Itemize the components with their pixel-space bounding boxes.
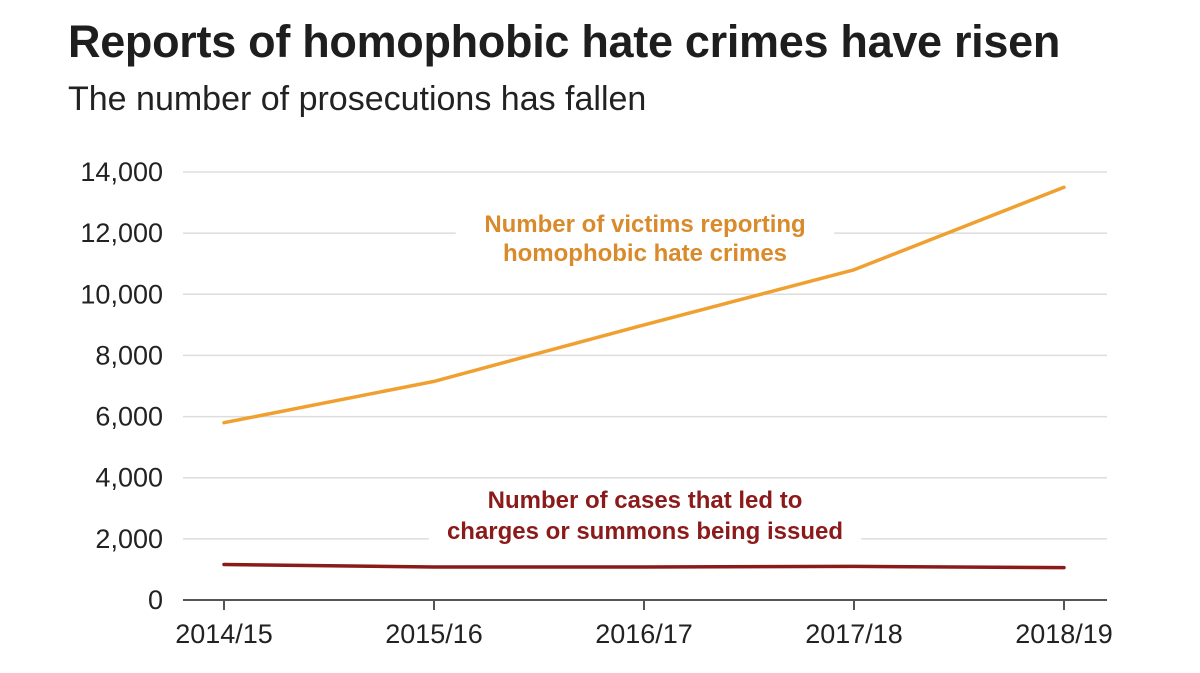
y-tick-label: 10,000: [80, 279, 163, 309]
x-tick-label: 2015/16: [385, 619, 483, 649]
x-tick-label: 2016/17: [595, 619, 693, 649]
x-axis: 2014/15 2015/16 2016/17 2017/18 2018/19: [175, 599, 1113, 649]
chart-subtitle: The number of prosecutions has fallen: [68, 80, 647, 118]
y-tick-label: 2,000: [95, 524, 163, 554]
y-tick-label: 0: [148, 585, 163, 615]
series-label-2: charges or summons being issued: [447, 518, 843, 545]
y-tick-label: 12,000: [80, 218, 163, 248]
y-tick-label: 4,000: [95, 463, 163, 493]
series-label-1: Number of victims reporting: [484, 211, 805, 238]
series-label-2: Number of cases that led to: [488, 487, 803, 514]
chart-title: Reports of homophobic hate crimes have r…: [68, 16, 1061, 67]
series-label-bg: [455, 486, 835, 514]
y-tick-label: 14,000: [80, 157, 163, 187]
y-tick-label: 8,000: [95, 340, 163, 370]
series-line-1: [222, 185, 1066, 425]
y-tick-label: 6,000: [95, 402, 163, 432]
x-tick-label: 2014/15: [175, 619, 273, 649]
y-axis-ticks: 0 2,000 4,000 6,000 8,000 10,000 12,000 14,000: [80, 157, 163, 615]
gridlines: [183, 171, 1107, 540]
series-label-bg: [455, 210, 835, 238]
series-label-bg: [428, 517, 862, 545]
series-lines: [222, 185, 1066, 570]
series-line-2: [222, 562, 1066, 570]
x-tick-label: 2017/18: [805, 619, 903, 649]
series-label-bg: [489, 239, 801, 267]
x-tick-label: 2018/19: [1015, 619, 1113, 649]
series-label-1: homophobic hate crimes: [503, 240, 787, 267]
